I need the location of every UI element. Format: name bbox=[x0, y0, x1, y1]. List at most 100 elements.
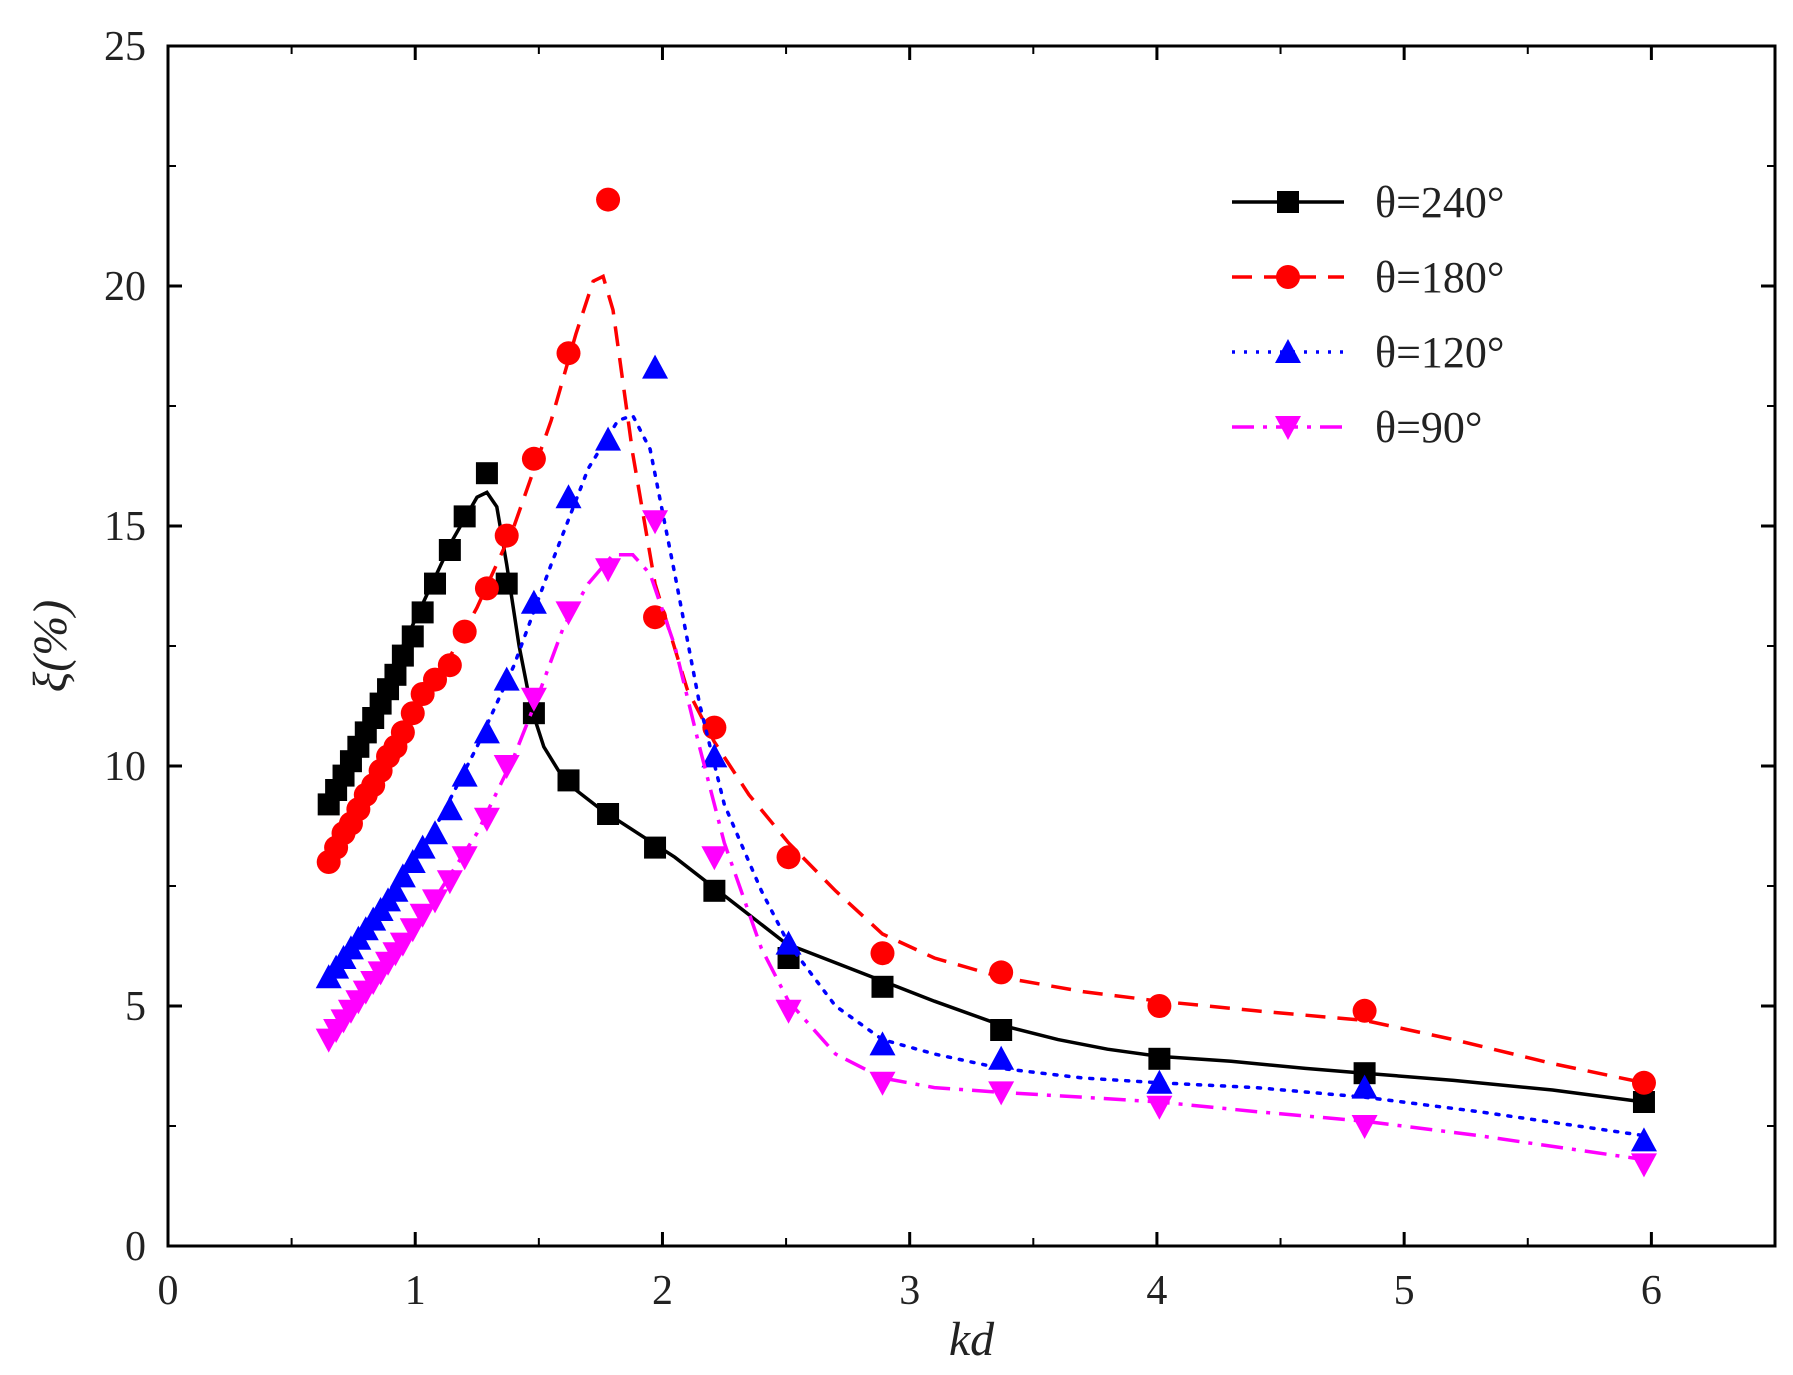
data-point bbox=[1351, 1115, 1378, 1139]
data-point bbox=[596, 187, 621, 212]
data-point bbox=[438, 539, 461, 561]
data-point bbox=[988, 1081, 1015, 1106]
data-point bbox=[1353, 1062, 1376, 1085]
legend-label: θ=240° bbox=[1375, 178, 1505, 227]
data-point bbox=[401, 625, 424, 648]
data-point bbox=[521, 446, 546, 471]
data-point bbox=[701, 846, 728, 871]
data-point bbox=[452, 619, 477, 644]
series-layer bbox=[315, 187, 1657, 1178]
data-point bbox=[775, 930, 802, 955]
y-tick-label: 20 bbox=[104, 264, 146, 310]
data-point bbox=[597, 803, 620, 825]
data-point bbox=[990, 1019, 1013, 1041]
data-point bbox=[423, 667, 448, 692]
data-point bbox=[399, 849, 426, 873]
data-point bbox=[776, 845, 801, 870]
x-tick-label: 4 bbox=[1146, 1268, 1167, 1314]
data-point bbox=[1146, 1069, 1173, 1094]
data-point bbox=[1148, 1047, 1171, 1070]
data-point bbox=[437, 653, 462, 678]
data-point bbox=[703, 879, 726, 902]
legend-marker bbox=[1276, 265, 1300, 289]
data-point bbox=[522, 702, 545, 725]
data-point bbox=[424, 572, 447, 595]
y-axis-label: ξ(%) bbox=[24, 600, 77, 693]
data-point bbox=[409, 834, 436, 859]
x-tick-label: 3 bbox=[899, 1268, 920, 1314]
data-point bbox=[436, 796, 463, 821]
data-point bbox=[644, 836, 667, 859]
data-point bbox=[869, 1071, 896, 1096]
series-3 bbox=[315, 510, 1657, 1178]
series-1 bbox=[316, 187, 1656, 1095]
data-point bbox=[701, 743, 728, 768]
data-point bbox=[871, 975, 894, 998]
data-point bbox=[451, 846, 478, 871]
x-tick-label: 5 bbox=[1394, 1268, 1415, 1314]
legend-marker bbox=[1277, 191, 1299, 213]
data-point bbox=[557, 769, 580, 792]
data-point bbox=[399, 918, 426, 943]
data-point bbox=[555, 601, 582, 626]
data-point bbox=[409, 903, 436, 928]
data-point bbox=[775, 999, 802, 1024]
data-point bbox=[1630, 1153, 1657, 1178]
data-point bbox=[391, 644, 414, 667]
y-tick-label: 15 bbox=[104, 504, 146, 550]
data-point bbox=[1631, 1070, 1656, 1095]
data-point bbox=[422, 820, 449, 845]
data-point bbox=[1351, 1074, 1378, 1099]
data-point bbox=[475, 462, 498, 485]
data-point bbox=[989, 960, 1014, 985]
legend-label: θ=90° bbox=[1375, 403, 1483, 452]
data-point bbox=[493, 755, 520, 779]
x-tick-label: 0 bbox=[158, 1268, 179, 1314]
data-point bbox=[642, 510, 669, 535]
y-tick-label: 10 bbox=[104, 744, 146, 790]
data-point bbox=[411, 601, 434, 624]
data-point bbox=[555, 484, 582, 509]
data-point bbox=[384, 663, 407, 686]
x-tick-label: 2 bbox=[652, 1268, 673, 1314]
legend-marker bbox=[1275, 416, 1301, 440]
y-tick-label: 5 bbox=[125, 984, 146, 1030]
data-point bbox=[453, 505, 476, 528]
data-point bbox=[1147, 994, 1172, 1018]
data-point bbox=[1632, 1091, 1655, 1113]
data-point bbox=[595, 558, 622, 583]
series-2 bbox=[315, 354, 1657, 1152]
series-line bbox=[327, 273, 1645, 1085]
x-axis-label: kd bbox=[949, 1313, 995, 1366]
legend-label: θ=120° bbox=[1375, 328, 1505, 377]
data-point bbox=[520, 687, 547, 712]
y-axis: 0 5 10 15 20 25 bbox=[104, 24, 1775, 1270]
data-point bbox=[988, 1045, 1015, 1070]
data-point bbox=[495, 572, 518, 595]
data-point bbox=[702, 715, 727, 740]
legend-marker bbox=[1275, 339, 1301, 363]
data-point bbox=[474, 576, 499, 601]
legend: θ=240° θ=180° θ=120° θ=90° bbox=[1232, 178, 1505, 452]
series-line bbox=[327, 553, 1645, 1162]
data-point bbox=[436, 870, 463, 895]
data-point bbox=[473, 719, 500, 744]
data-point bbox=[869, 1031, 896, 1056]
data-point bbox=[1630, 1127, 1657, 1152]
data-point bbox=[870, 941, 895, 966]
data-point bbox=[1352, 998, 1377, 1023]
data-point bbox=[520, 589, 547, 614]
data-point bbox=[1146, 1095, 1173, 1120]
x-tick-label: 1 bbox=[405, 1268, 426, 1314]
data-point bbox=[595, 426, 622, 451]
series-0 bbox=[317, 462, 1655, 1113]
data-point bbox=[556, 341, 581, 366]
data-point bbox=[642, 354, 669, 379]
y-tick-label: 25 bbox=[104, 24, 146, 70]
data-point bbox=[400, 701, 425, 726]
data-point bbox=[389, 932, 416, 957]
y-tick-label: 0 bbox=[125, 1224, 146, 1270]
data-point bbox=[473, 807, 500, 832]
